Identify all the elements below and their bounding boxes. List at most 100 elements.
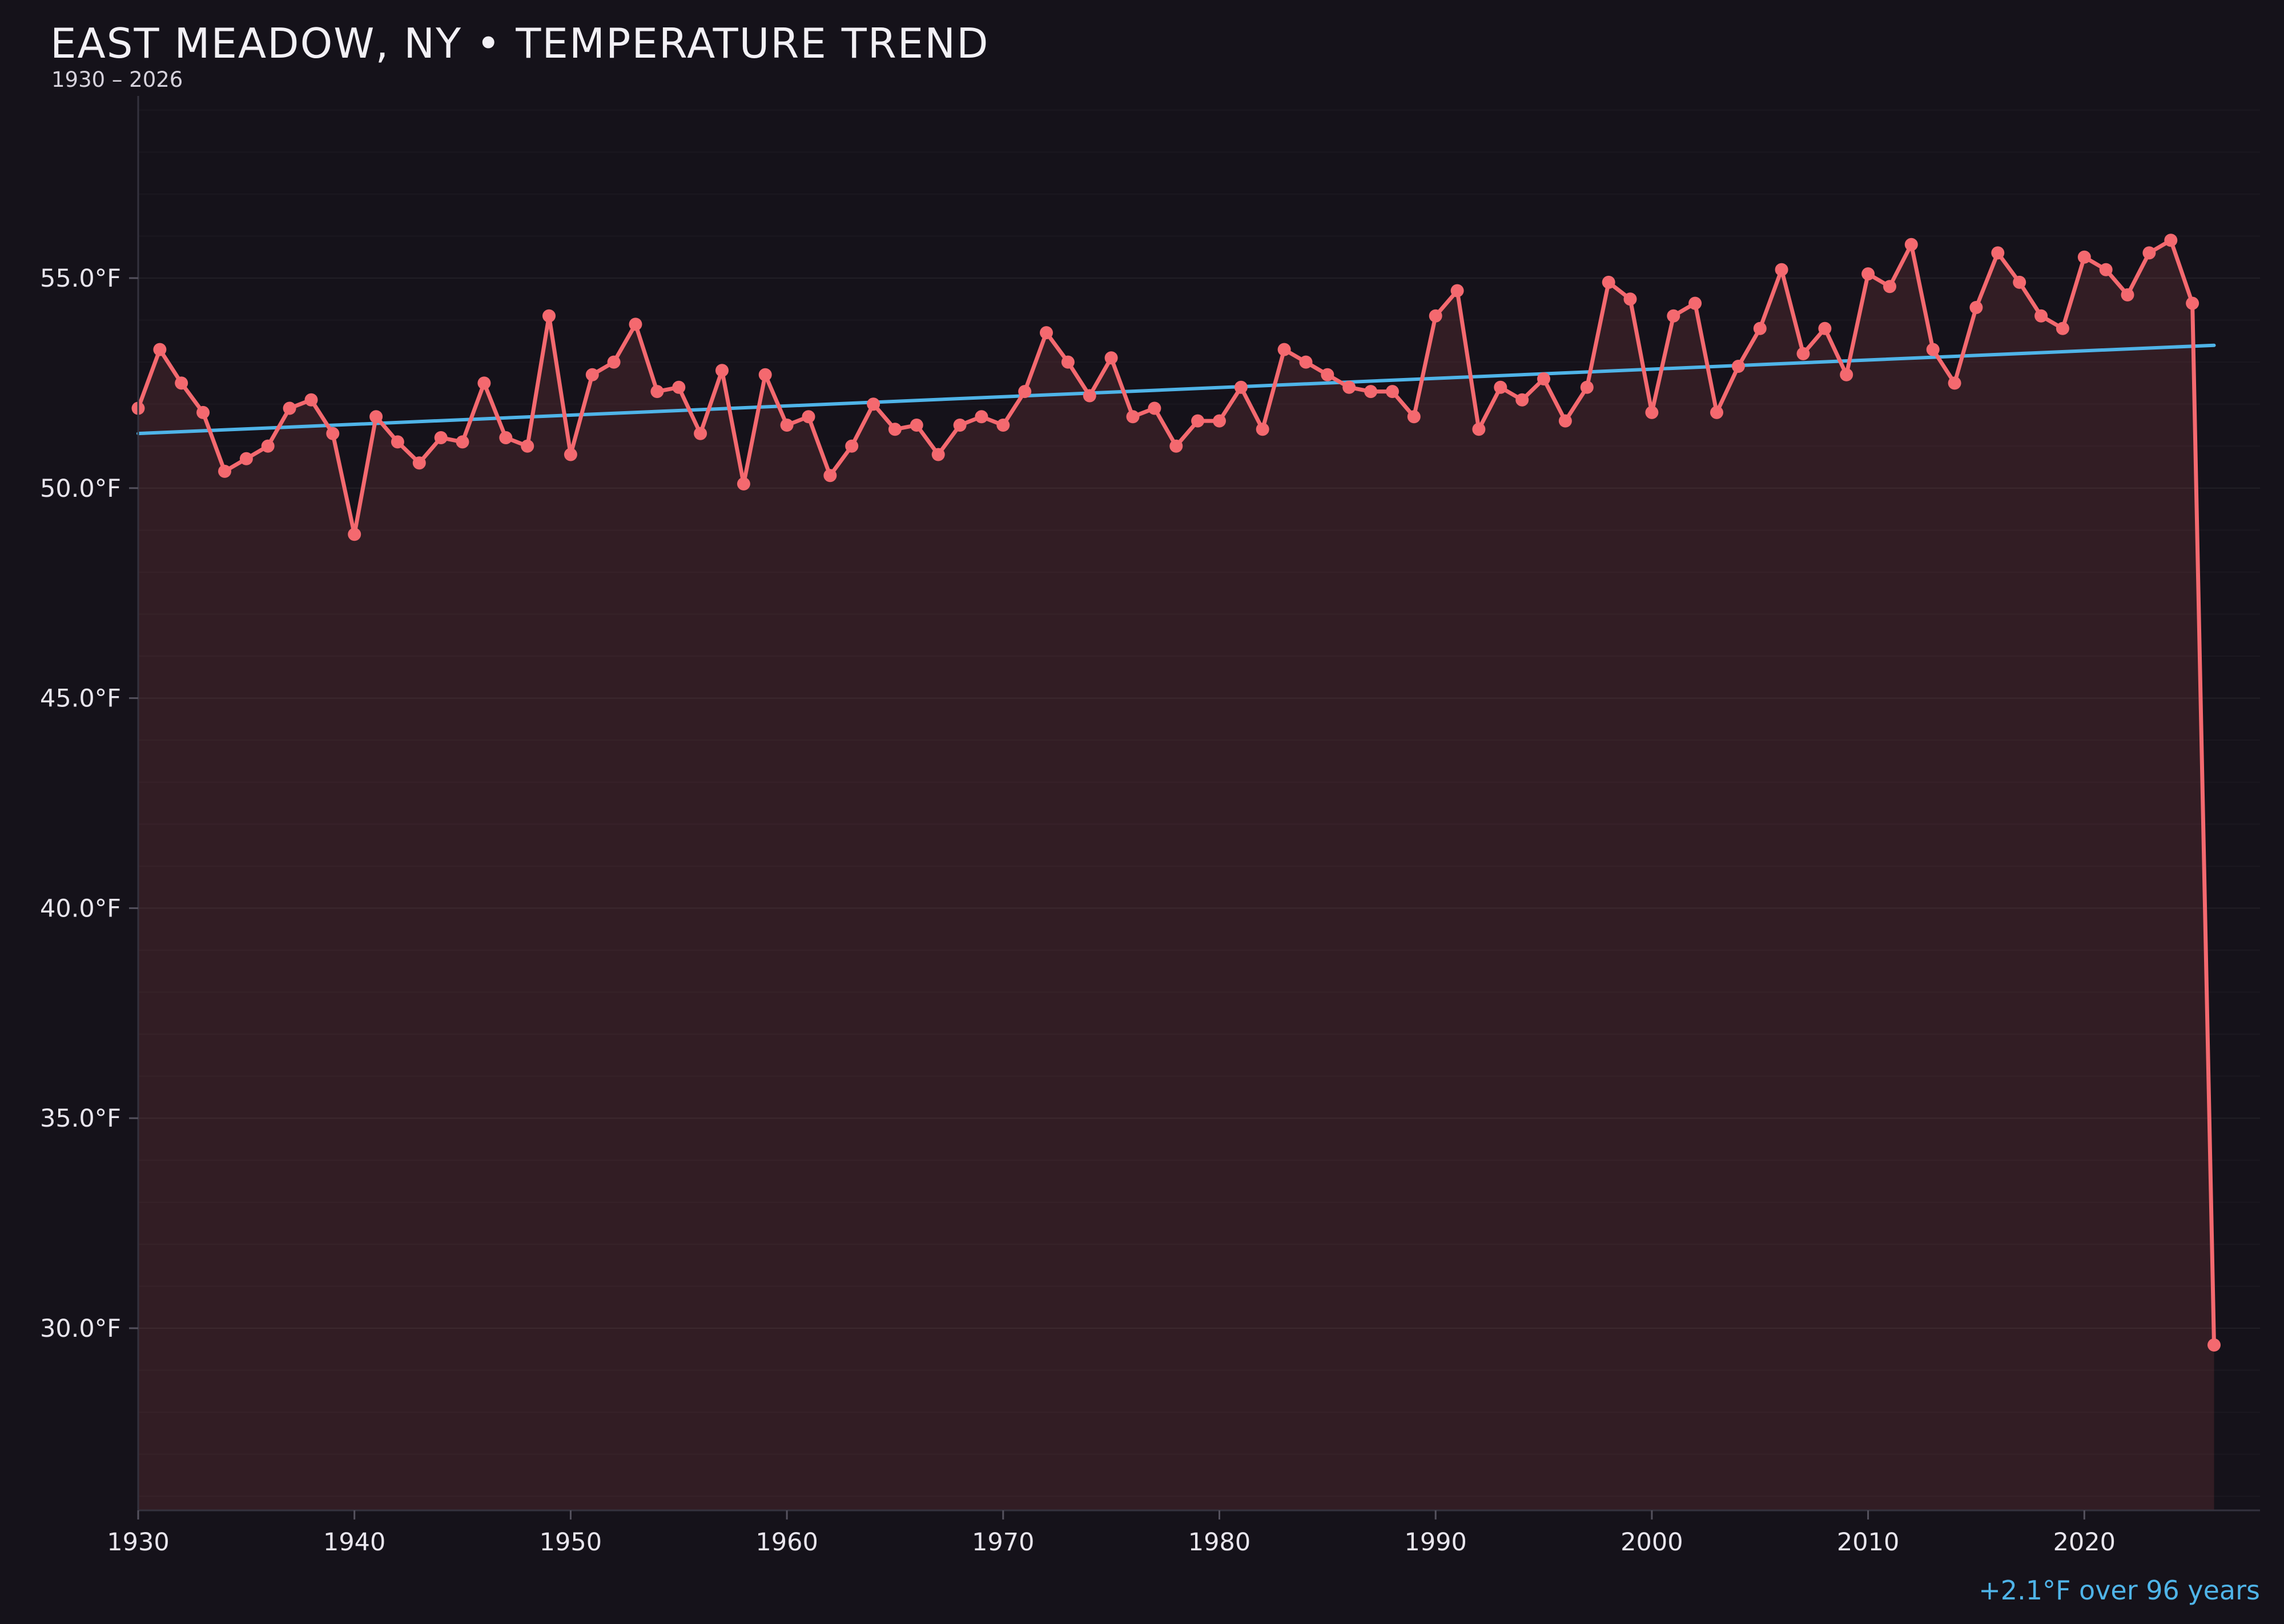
data-point-1971 xyxy=(1018,385,1032,399)
x-tick-label-1960: 1960 xyxy=(755,1528,818,1557)
y-tick-label-35: 35.0°F xyxy=(40,1104,121,1133)
data-point-1981 xyxy=(1234,380,1248,394)
data-point-1969 xyxy=(975,410,988,424)
data-point-1953 xyxy=(629,317,642,331)
data-point-1994 xyxy=(1515,393,1529,407)
data-point-1980 xyxy=(1213,414,1226,428)
trend-line-segment xyxy=(136,343,2216,436)
data-point-1972 xyxy=(1040,326,1053,340)
data-point-2005 xyxy=(1753,321,1767,335)
data-point-1946 xyxy=(477,376,491,390)
data-point-1984 xyxy=(1299,355,1313,369)
y-tick-label-45: 45.0°F xyxy=(40,685,121,713)
data-point-1935 xyxy=(239,452,253,465)
data-point-1965 xyxy=(888,423,902,436)
data-point-1991 xyxy=(1450,284,1464,298)
axes xyxy=(129,96,2260,1520)
data-point-1941 xyxy=(369,410,383,424)
data-point-1933 xyxy=(196,405,210,419)
data-point-1947 xyxy=(499,431,513,444)
gridlines xyxy=(138,278,2260,1329)
data-point-1966 xyxy=(910,419,923,432)
y-tick-label-40: 40.0°F xyxy=(40,894,121,923)
data-point-2004 xyxy=(1731,360,1745,373)
data-point-1985 xyxy=(1321,368,1334,381)
data-point-1942 xyxy=(391,435,404,449)
data-point-1939 xyxy=(326,427,340,440)
data-point-2020 xyxy=(2077,250,2091,264)
x-tick-label-1930: 1930 xyxy=(107,1528,169,1557)
data-point-1931 xyxy=(153,343,167,356)
data-point-1995 xyxy=(1537,372,1550,385)
data-point-2019 xyxy=(2056,321,2069,335)
data-point-2015 xyxy=(1969,301,1983,314)
data-point-1970 xyxy=(996,419,1010,432)
x-tick-label-1990: 1990 xyxy=(1404,1528,1466,1557)
data-point-1992 xyxy=(1472,423,1486,436)
y-tick-label-50: 50.0°F xyxy=(40,475,121,503)
data-point-2008 xyxy=(1818,321,1832,335)
area-fill-path xyxy=(138,240,2214,1510)
x-axis-tick-labels: 1930 1940 1950 1960 1970 1980 1990 2000 2010 2020 xyxy=(107,1528,2116,1557)
data-point-1973 xyxy=(1061,355,1075,369)
data-point-1975 xyxy=(1104,351,1118,365)
data-point-2007 xyxy=(1796,347,1810,360)
data-point-1951 xyxy=(585,368,599,381)
data-point-2024 xyxy=(2164,234,2178,247)
data-point-1952 xyxy=(607,355,621,369)
data-point-1967 xyxy=(931,448,945,461)
data-point-2011 xyxy=(1883,280,1896,294)
data-point-2010 xyxy=(1861,267,1875,281)
data-point-2014 xyxy=(1948,376,1961,390)
data-point-1974 xyxy=(1083,389,1096,403)
data-point-1997 xyxy=(1580,380,1594,394)
data-point-1936 xyxy=(261,439,275,453)
page-subtitle: 1930 – 2026 xyxy=(51,67,183,92)
data-point-2009 xyxy=(1840,368,1853,381)
x-tick-label-1970: 1970 xyxy=(972,1528,1034,1557)
data-point-1956 xyxy=(694,427,707,440)
data-point-1944 xyxy=(434,431,448,444)
data-point-1976 xyxy=(1126,410,1140,424)
data-point-1937 xyxy=(283,401,296,415)
data-point-2017 xyxy=(2013,275,2026,289)
data-point-2016 xyxy=(1991,246,2005,260)
data-point-2013 xyxy=(1926,343,1940,356)
data-point-1978 xyxy=(1169,439,1183,453)
data-point-1993 xyxy=(1494,380,1507,394)
data-point-1960 xyxy=(780,419,794,432)
x-tick-label-1950: 1950 xyxy=(540,1528,602,1557)
data-point-1957 xyxy=(715,364,729,377)
data-point-1962 xyxy=(823,469,837,483)
data-point-1982 xyxy=(1256,423,1269,436)
data-point-1950 xyxy=(564,448,577,461)
data-point-1938 xyxy=(304,393,318,407)
series-points xyxy=(131,234,2221,1352)
data-point-2012 xyxy=(1904,238,1918,251)
x-tick-label-2010: 2010 xyxy=(1837,1528,1899,1557)
data-point-1988 xyxy=(1386,385,1399,399)
data-point-1977 xyxy=(1148,401,1161,415)
data-point-1989 xyxy=(1407,410,1421,424)
x-tick-label-1940: 1940 xyxy=(323,1528,385,1557)
data-point-1943 xyxy=(412,456,426,470)
x-tick-label-2000: 2000 xyxy=(1620,1528,1683,1557)
data-point-1990 xyxy=(1429,309,1442,323)
data-point-2018 xyxy=(2034,309,2048,323)
y-tick-label-30: 30.0°F xyxy=(40,1315,121,1343)
data-point-2022 xyxy=(2121,288,2134,302)
page-title: EAST MEADOW, NY • TEMPERATURE TREND xyxy=(50,19,990,67)
data-point-1958 xyxy=(737,477,750,491)
data-point-1934 xyxy=(218,464,231,478)
x-tick-label-1980: 1980 xyxy=(1188,1528,1250,1557)
data-point-1987 xyxy=(1364,385,1378,399)
data-point-1968 xyxy=(953,419,967,432)
data-point-1959 xyxy=(758,368,772,381)
data-point-1955 xyxy=(672,380,686,394)
y-tick-label-55: 55.0°F xyxy=(40,264,121,293)
data-point-1945 xyxy=(456,435,469,449)
data-point-1932 xyxy=(175,376,188,390)
data-point-2025 xyxy=(2186,296,2199,310)
data-point-2002 xyxy=(1688,296,1702,310)
